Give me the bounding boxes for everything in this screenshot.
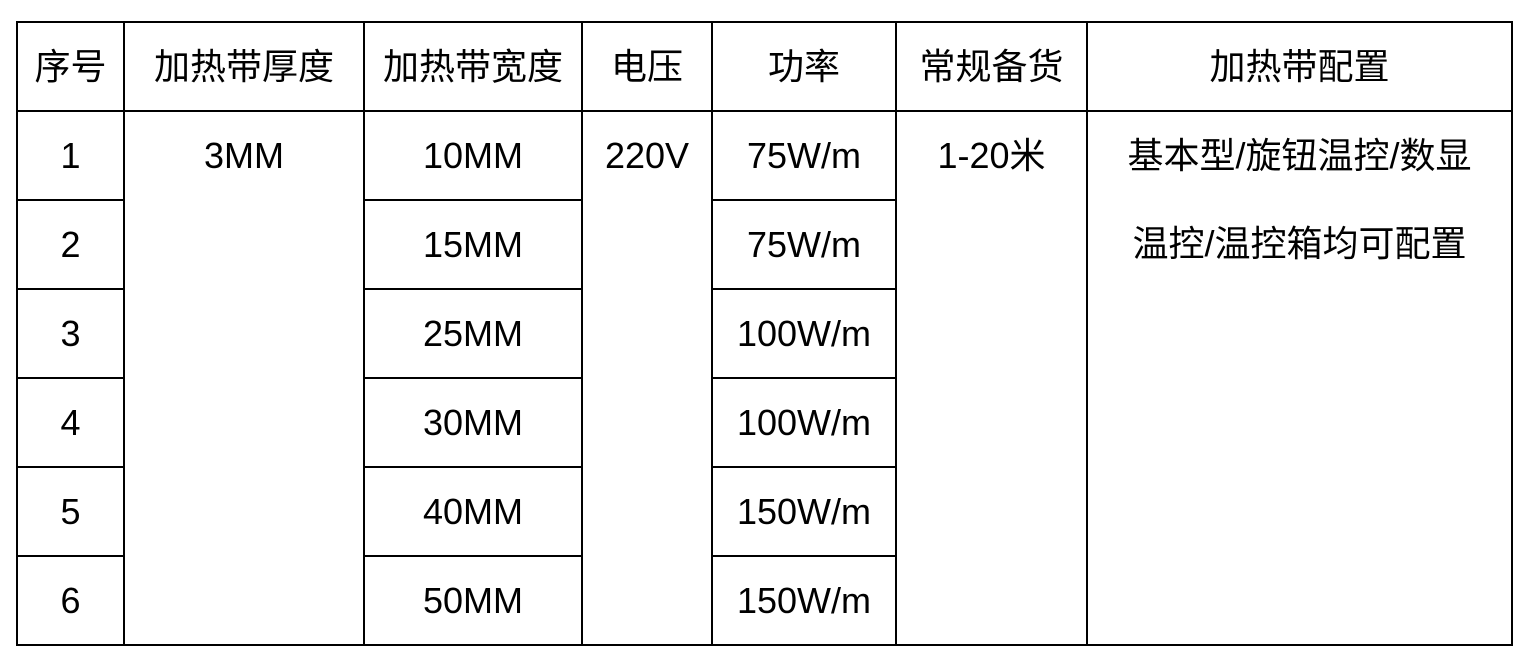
cell-thickness-merged: 3MM [123, 110, 365, 646]
table-row: 3 25MM 100W/m [16, 288, 1512, 379]
cell-seq: 4 [16, 377, 125, 468]
cell-power: 100W/m [711, 377, 897, 468]
cell-voltage-merged: 220V [581, 110, 713, 646]
cell-seq: 6 [16, 555, 125, 646]
cell-power: 75W/m [711, 199, 897, 290]
header-width: 加热带宽度 [363, 21, 583, 112]
config-line-1: 基本型/旋钮温控/数显 [1127, 135, 1472, 176]
voltage-value: 220V [604, 135, 690, 176]
table-row: 4 30MM 100W/m [16, 377, 1512, 468]
table-row: 6 50MM 150W/m [16, 555, 1512, 646]
cell-width: 15MM [363, 199, 583, 290]
header-seq: 序号 [16, 21, 125, 112]
cell-power: 75W/m [711, 110, 897, 201]
header-voltage: 电压 [581, 21, 713, 112]
config-line-2: 温控/温控箱均可配置 [1132, 223, 1467, 264]
header-thickness: 加热带厚度 [123, 21, 365, 112]
table-row: 5 40MM 150W/m [16, 466, 1512, 557]
cell-width: 30MM [363, 377, 583, 468]
cell-stock-merged: 1-20米 [895, 110, 1088, 646]
cell-seq: 2 [16, 199, 125, 290]
cell-width: 50MM [363, 555, 583, 646]
cell-seq: 3 [16, 288, 125, 379]
table-row: 2 15MM 75W/m [16, 199, 1512, 290]
cell-seq: 1 [16, 110, 125, 201]
cell-width: 25MM [363, 288, 583, 379]
heating-belt-spec-table: 序号 加热带厚度 加热带宽度 电压 功率 常规备货 加热带配置 1 3MM 10… [16, 21, 1513, 646]
cell-seq: 5 [16, 466, 125, 557]
cell-config-merged: 基本型/旋钮温控/数显 温控/温控箱均可配置 [1086, 110, 1513, 646]
header-row: 序号 加热带厚度 加热带宽度 电压 功率 常规备货 加热带配置 [16, 21, 1513, 112]
cell-power: 150W/m [711, 466, 897, 557]
header-stock: 常规备货 [895, 21, 1088, 112]
thickness-value: 3MM [204, 135, 284, 176]
cell-width: 10MM [363, 110, 583, 201]
header-power: 功率 [711, 21, 897, 112]
stock-value: 1-20米 [937, 135, 1046, 176]
table-row: 1 3MM 10MM 220V 75W/m 1-20米 基本型/旋钮温控/数显 … [16, 110, 1513, 646]
cell-power: 150W/m [711, 555, 897, 646]
cell-width: 40MM [363, 466, 583, 557]
cell-power: 100W/m [711, 288, 897, 379]
header-config: 加热带配置 [1086, 21, 1513, 112]
